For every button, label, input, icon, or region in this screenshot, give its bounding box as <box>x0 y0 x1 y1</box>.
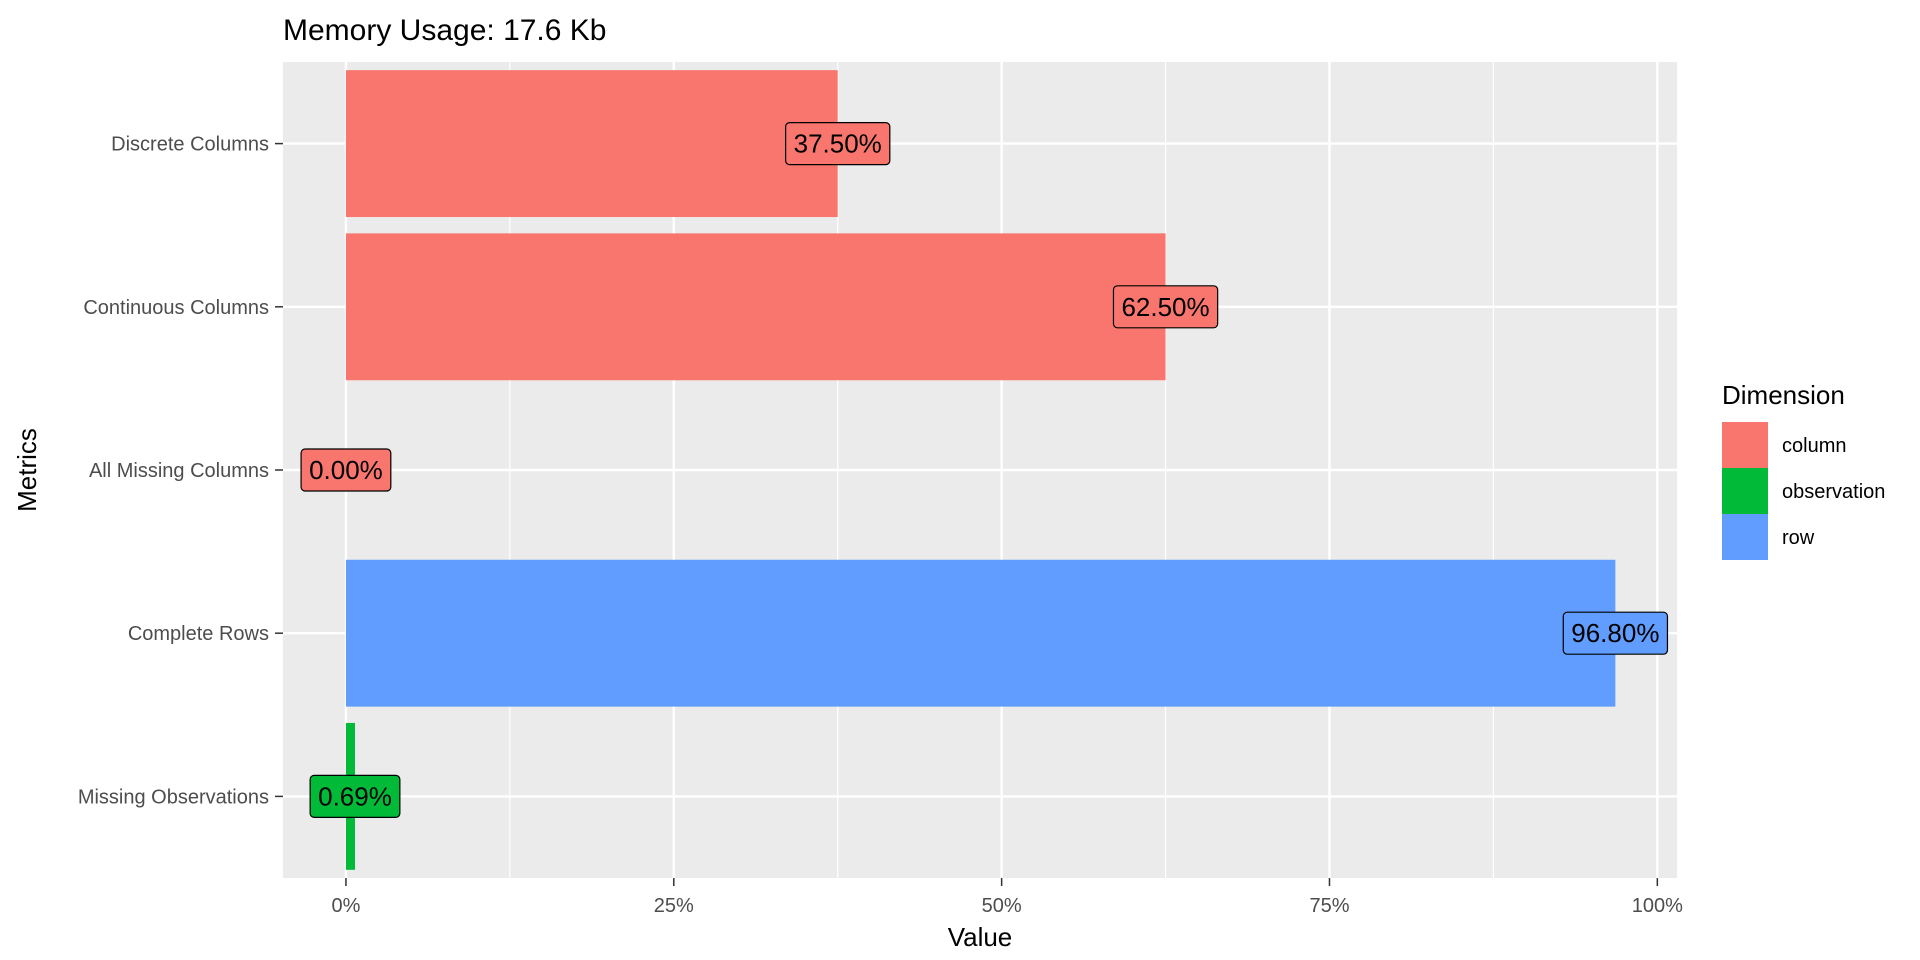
legend: Dimension column observation row <box>1722 380 1885 560</box>
bar-data-labels: 37.50% 62.50% 0.00% 96.80% 0.69% <box>300 121 1669 819</box>
data-label-text: 37.50% <box>794 129 882 159</box>
data-label-box <box>1112 285 1219 329</box>
y-tick-label: All Missing Columns <box>89 460 269 482</box>
x-axis-title: Value <box>948 922 1013 952</box>
data-label-box <box>785 121 891 166</box>
legend-key-observation <box>1722 468 1768 514</box>
bars <box>345 70 1616 870</box>
x-tick-label: 100% <box>1632 895 1683 917</box>
chart-title: Memory Usage: 17.6 Kb <box>283 14 606 47</box>
data-label-text: 96.80% <box>1571 618 1659 648</box>
data-label-box <box>1562 611 1669 655</box>
x-axis: 0% 25% 50% 75% 100% <box>331 878 1683 917</box>
bar-data-label: 0.00% <box>300 448 392 492</box>
bar-discrete-columns <box>345 70 838 218</box>
y-axis: Discrete Columns Continuous Columns All Mi… <box>78 134 283 808</box>
legend-key-column <box>1722 422 1768 468</box>
x-tick-label: 50% <box>982 895 1022 917</box>
data-label-text: 0.00% <box>309 455 383 485</box>
y-tick-label: Discrete Columns <box>111 134 269 156</box>
data-label-text: 0.69% <box>318 781 392 811</box>
bar-complete-rows <box>345 559 1616 707</box>
legend-label-row: row <box>1782 527 1815 549</box>
y-axis-title: Metrics <box>12 428 42 512</box>
x-tick-label: 25% <box>654 895 694 917</box>
bar-data-label: 37.50% <box>785 121 891 166</box>
bar-continuous-columns <box>345 233 1166 381</box>
bar-data-label: 96.80% <box>1562 611 1669 655</box>
y-tick-label: Missing Observations <box>78 786 269 808</box>
data-label-box <box>300 448 392 492</box>
x-tick-label: 75% <box>1309 895 1349 917</box>
bar-data-label: 0.69% <box>309 774 401 819</box>
legend-key-row <box>1722 514 1768 560</box>
y-tick-label: Complete Rows <box>128 623 269 645</box>
data-label-box <box>309 774 401 819</box>
y-tick-label: Continuous Columns <box>83 297 269 319</box>
legend-label-observation: observation <box>1782 481 1885 503</box>
legend-title: Dimension <box>1722 380 1845 410</box>
legend-label-column: column <box>1782 435 1846 457</box>
bar-data-label: 62.50% <box>1112 285 1219 329</box>
x-tick-label: 0% <box>331 895 360 917</box>
data-label-text: 62.50% <box>1121 292 1209 322</box>
